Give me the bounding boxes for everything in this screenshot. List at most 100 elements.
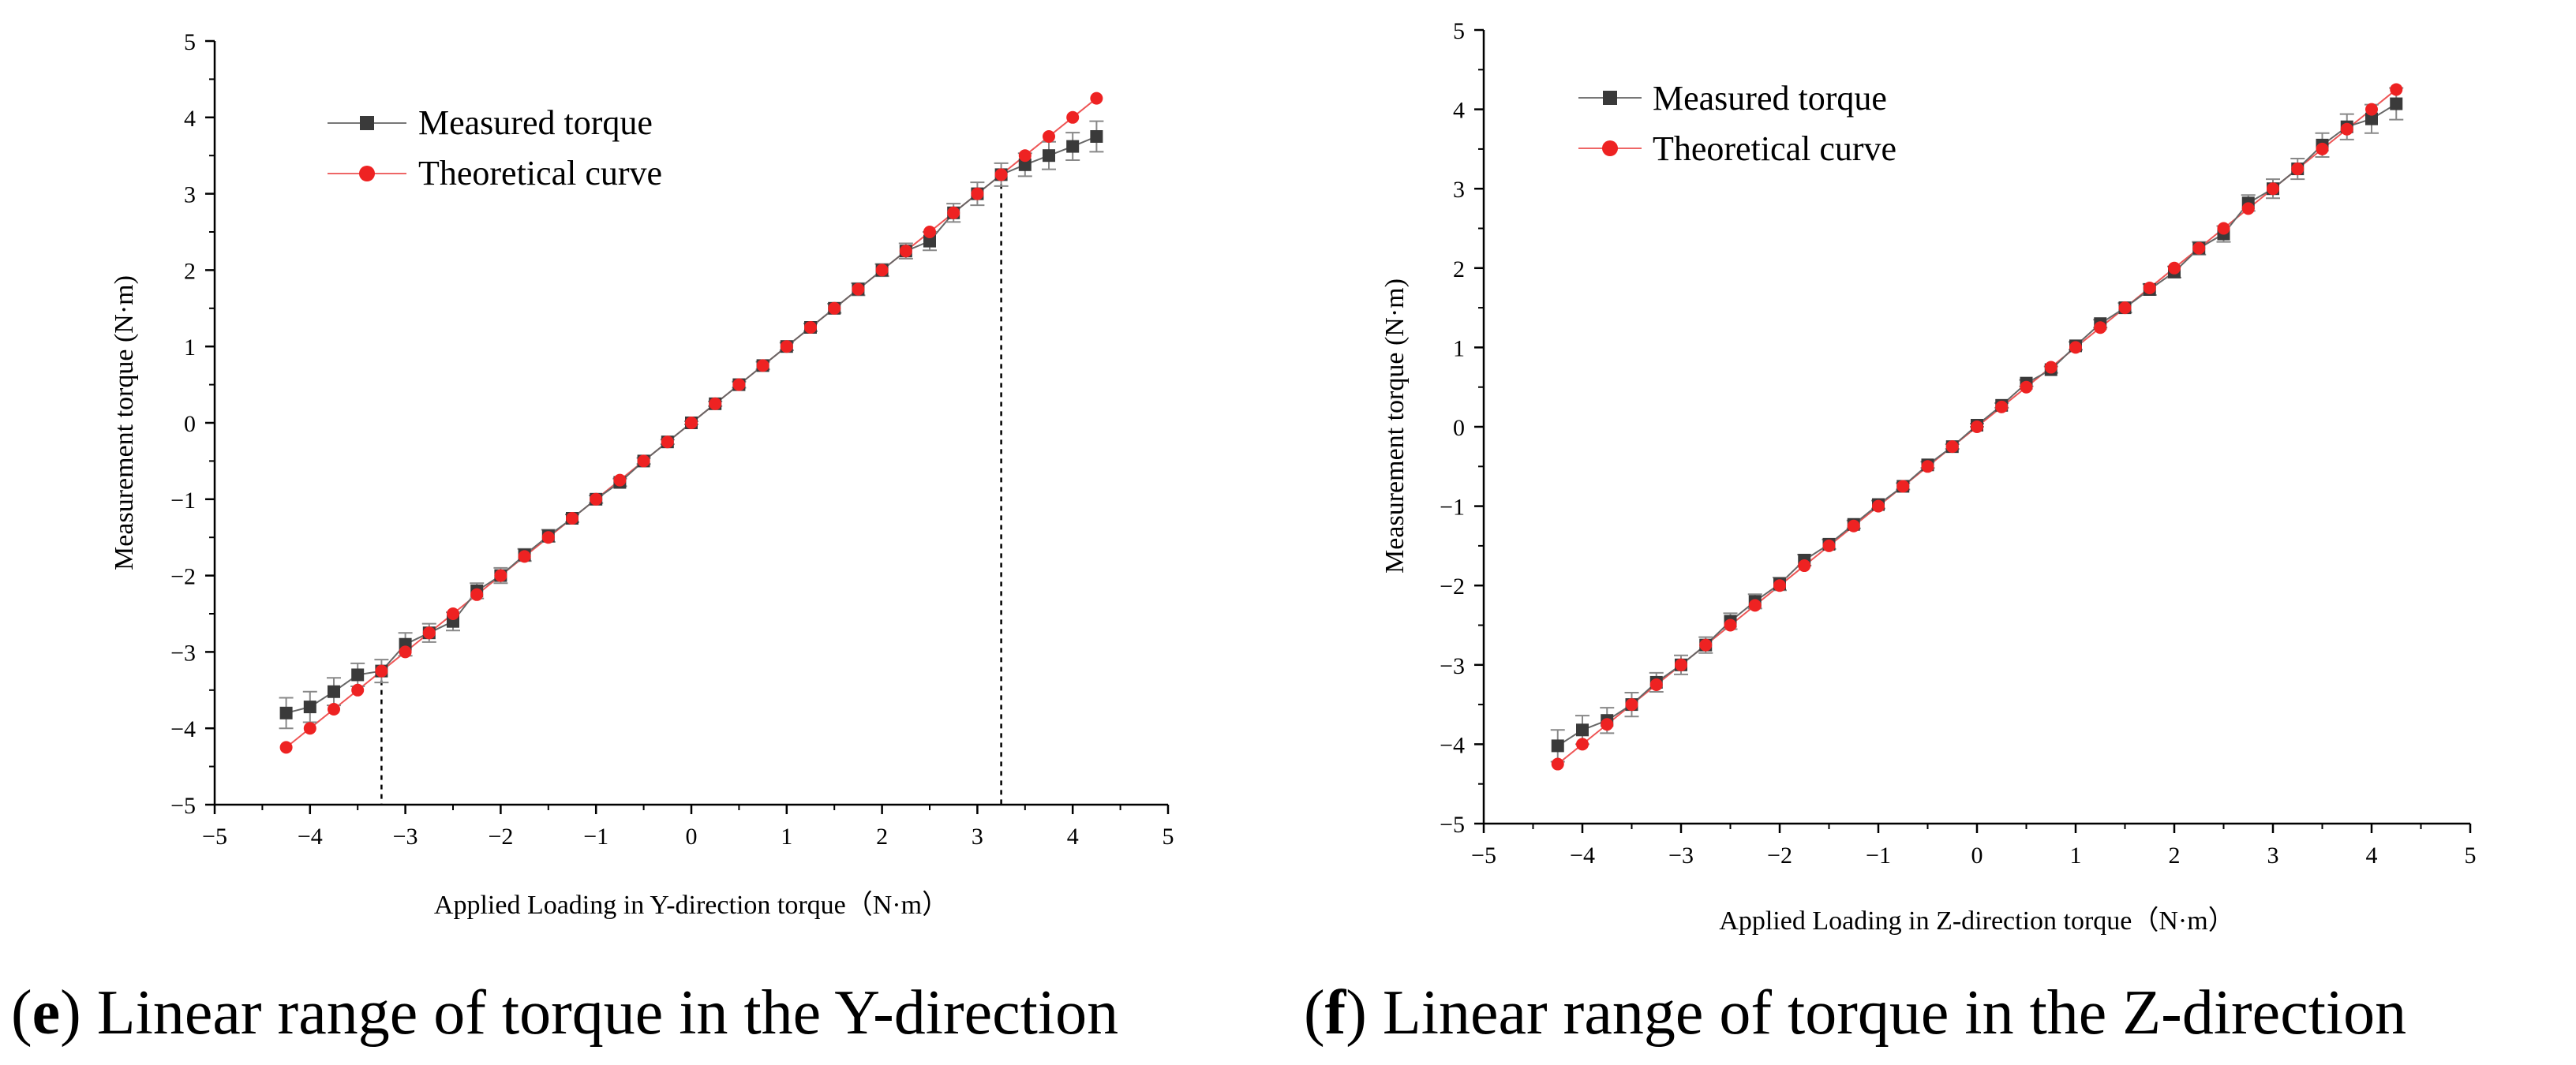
x-tick-label: 0 — [1971, 843, 1983, 869]
legend-label-theoretical-e: Theoretical curve — [418, 154, 662, 192]
caption-f: (f) Linear range of torque in the Z-dire… — [1304, 978, 2406, 1048]
y-tick-label: 1 — [1453, 335, 1465, 361]
measured-point — [1090, 130, 1103, 143]
x-tick-label: −4 — [1570, 843, 1595, 869]
y-tick-label: −4 — [1440, 732, 1465, 758]
theoretical-point — [590, 492, 603, 506]
theoretical-point — [1675, 658, 1687, 671]
theoretical-point — [661, 435, 674, 449]
legend-f: Measured torque Theoretical curve — [1578, 79, 1896, 168]
x-axis-label-f: Applied Loading in Z-direction torque（N·… — [1719, 906, 2234, 936]
theoretical-point — [279, 741, 293, 754]
y-tick-label: 2 — [184, 258, 196, 284]
x-tick-label: −2 — [488, 824, 513, 850]
theoretical-point — [2094, 321, 2107, 334]
caption-text-f: ) Linear range of torque in the Z-direct… — [1346, 978, 2406, 1048]
x-tick-label: −5 — [202, 824, 227, 850]
theoretical-point — [1601, 718, 1614, 731]
theoretical-point — [518, 550, 531, 563]
measured-point — [1018, 158, 1032, 171]
measured-point — [2390, 97, 2403, 110]
x-tick-label: −1 — [1866, 843, 1891, 869]
theoretical-point — [541, 531, 555, 544]
theoretical-point — [1625, 698, 1638, 712]
y-tick-label: 0 — [184, 411, 196, 437]
chart-panel-e: −5 −4 −3 −2 −1 0 1 2 3 4 5 −5 −4 −3 −2 −1 0 1 2 3 4 5 Applie… — [110, 29, 1174, 920]
theoretical-point — [1724, 618, 1737, 632]
x-tick-label: −3 — [393, 824, 418, 850]
y-tick-label: 5 — [1453, 18, 1465, 44]
y-axis-label-e: Measurement torque (N·m) — [110, 275, 139, 570]
y-tick-label: 2 — [1453, 256, 1465, 282]
theoretical-point — [2168, 261, 2181, 275]
theoretical-point — [875, 263, 889, 277]
legend-marker-measured-f — [1603, 91, 1617, 105]
chart-panel-f: −5 −4 −3 −2 −1 0 1 2 3 4 5 −5 −4 −3 −2 −1 0 1 2 3 4 5 Applie… — [1380, 18, 2477, 936]
theoretical-point — [1798, 559, 1811, 573]
theoretical-point — [899, 245, 912, 258]
caption-letter-f: f — [1325, 978, 1347, 1048]
measured-point — [923, 234, 936, 248]
theoretical-point — [1847, 519, 1860, 532]
measured-point — [1551, 739, 1564, 753]
y-tick-label: 3 — [184, 182, 196, 208]
theoretical-point — [756, 359, 769, 372]
theoretical-point — [1945, 440, 1959, 454]
linear-range-markers-e — [380, 174, 1002, 805]
theoretical-point — [1971, 420, 1983, 433]
theoretical-point — [1699, 638, 1713, 652]
x-tick-label: −2 — [1767, 843, 1792, 869]
y-tick-label: −5 — [1440, 812, 1465, 838]
theoretical-point — [1066, 110, 1080, 124]
theoretical-point — [923, 226, 936, 238]
series-group-f — [1550, 83, 2404, 771]
y-tick-label: 4 — [1453, 98, 1465, 124]
theoretical-point — [1018, 149, 1032, 163]
measured-point — [328, 685, 340, 698]
y-tick-label: −2 — [1440, 574, 1465, 600]
theoretical-point — [2316, 142, 2329, 155]
theoretical-point — [351, 683, 365, 697]
caption-letter-e: e — [32, 978, 61, 1048]
theoretical-point — [1090, 92, 1103, 105]
theoretical-point — [1043, 130, 1055, 143]
theoretical-point — [780, 340, 793, 353]
measured-point — [351, 668, 365, 682]
theoretical-point — [685, 417, 698, 429]
theoretical-point — [804, 321, 817, 334]
y-tick-label: −5 — [170, 793, 196, 819]
x-tick-label: −5 — [1471, 843, 1496, 869]
theoretical-point — [971, 187, 984, 200]
theoretical-point — [637, 454, 650, 468]
x-tick-label: 0 — [686, 824, 698, 850]
theoretical-point — [2192, 241, 2206, 255]
caption-e: (e) Linear range of torque in the Y-dire… — [11, 978, 1118, 1048]
theoretical-point — [709, 397, 722, 410]
theoretical-point — [852, 282, 865, 296]
legend-marker-theoretical-e — [359, 166, 375, 181]
theoretical-point — [947, 206, 960, 219]
theoretical-point — [2267, 182, 2279, 196]
x-tick-label: 2 — [2169, 843, 2181, 869]
theoretical-point — [447, 607, 459, 620]
theoretical-point — [303, 722, 316, 735]
series-group-e — [279, 92, 1104, 754]
y-tick-label: −4 — [170, 716, 196, 742]
y-tick-label: −1 — [1440, 495, 1465, 521]
theoretical-point — [1872, 499, 1885, 513]
theoretical-point — [828, 301, 841, 315]
y-tick-label: −3 — [170, 640, 196, 666]
theoretical-point — [2217, 222, 2230, 235]
theoretical-point — [2390, 83, 2403, 96]
theoretical-point — [1822, 539, 1836, 552]
y-tick-label: 5 — [184, 29, 196, 55]
theoretical-point — [422, 626, 436, 640]
y-tick-label: −1 — [170, 488, 196, 514]
x-tick-label: 5 — [2465, 843, 2477, 869]
caption-text-e: ) Linear range of torque in the Y-direct… — [60, 978, 1118, 1048]
x-tick-label: 5 — [1163, 824, 1174, 850]
theoretical-point — [1773, 579, 1786, 592]
measured-point — [2365, 112, 2378, 125]
measured-point — [303, 701, 316, 714]
